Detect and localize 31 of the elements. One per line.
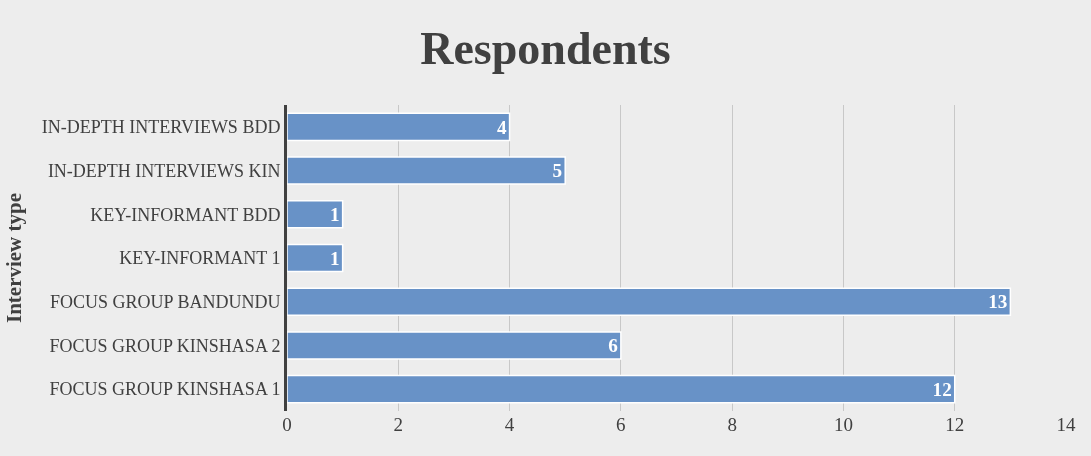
data-label: 1 xyxy=(330,204,340,225)
data-label: 4 xyxy=(496,116,507,138)
y-tick-label: FOCUS GROUP BANDUNDU xyxy=(50,292,281,313)
x-tick-label: 10 xyxy=(833,414,853,435)
y-tick-label: KEY-INFORMANT BDD xyxy=(90,204,281,225)
bar xyxy=(287,156,566,185)
bar xyxy=(287,112,511,142)
y-tick-label: IN-DEPTH INTERVIEWS KIN xyxy=(47,160,281,181)
data-label: 6 xyxy=(608,335,619,357)
x-tick-label: 14 xyxy=(1056,414,1076,435)
y-tick-label: FOCUS GROUP KINSHASA 1 xyxy=(49,379,281,400)
y-axis-title: Interview type xyxy=(2,192,27,324)
bar xyxy=(287,243,344,273)
y-tick-label: IN-DEPTH INTERVIEWS BDD xyxy=(41,117,281,138)
chart-title: Respondents xyxy=(420,23,671,75)
x-tick-label: 8 xyxy=(727,414,737,435)
data-label: 5 xyxy=(552,160,563,182)
y-tick-label: KEY-INFORMANT 1 xyxy=(119,248,281,269)
bar xyxy=(287,374,956,404)
x-tick-label: 2 xyxy=(393,414,404,435)
bar xyxy=(287,287,1012,317)
x-tick-label: 4 xyxy=(504,414,515,435)
data-label: 1 xyxy=(330,247,340,269)
bar xyxy=(287,199,344,229)
bar xyxy=(287,331,622,360)
x-tick-label: 12 xyxy=(945,414,965,435)
x-tick-label: 0 xyxy=(282,414,292,435)
data-label: 12 xyxy=(932,378,952,400)
y-tick-label: FOCUS GROUP KINSHASA 2 xyxy=(49,335,281,356)
x-tick-label: 6 xyxy=(616,414,626,435)
data-label: 13 xyxy=(988,291,1008,313)
